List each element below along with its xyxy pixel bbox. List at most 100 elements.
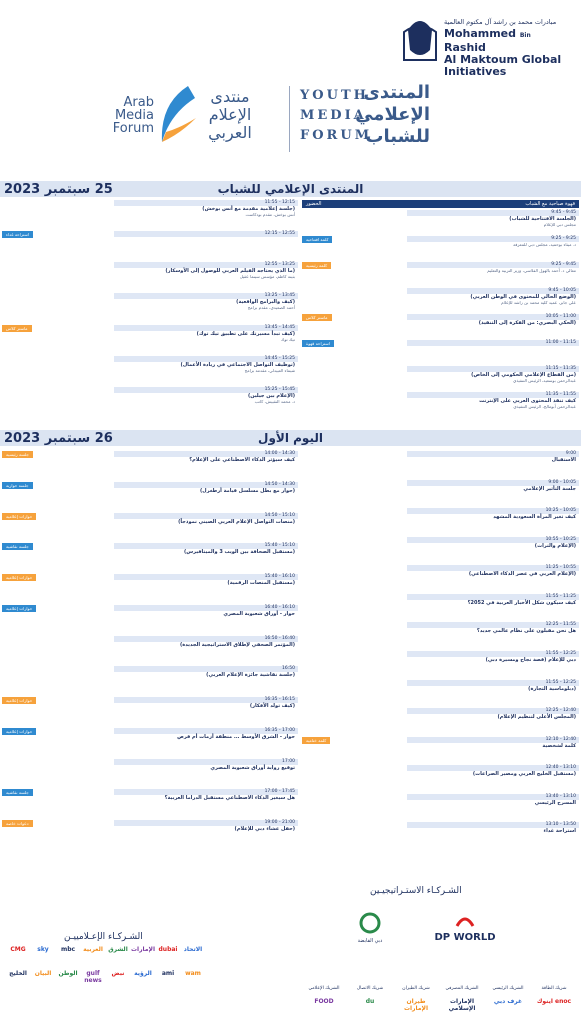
dpworld-icon [455,917,475,927]
media-partner-logo: الخليج [9,970,27,977]
session-time: 11:55 - 12:25 [407,622,579,629]
partner-category-label: شريك الاتصال [356,986,384,991]
session-title: الاستقبال [551,457,576,463]
youth-en-1: YOUTH [300,88,369,103]
amf-en-2: Media [114,108,154,123]
session-time: 12:15 - 11:55 [114,200,298,206]
session-time: 9:45 - 9:45 [407,210,579,216]
media-partner-logo: CMG [10,946,26,953]
session-time: 15:25 - 14:45 [114,355,298,362]
day2-date: 26 سبتمبر 2023 [4,431,113,446]
session-speaker: أحمد الصعيدي، مقدم برامج [247,305,295,311]
session-type-badge: حوارات إعلامية [2,697,37,705]
day2-right-session: 12:25 - 11:55 دبي للإعلام (قصة نجاح ومسير… [302,651,579,679]
session-title: كيف سيؤثر الذكاء الاصطناعي على الإعلام؟ [189,457,295,463]
media-partner-logo: الوطن [58,970,78,977]
other-partners: شريك الطاقة اينوك enoc الشريك الرئيسي غرف د… [300,986,578,1022]
session-title: (حفل عشاء دبي للإعلام) [234,826,295,833]
youth-forum-logo: YOUTH MEDIA FORUM المنتدى الإعلامي للشبا… [300,80,430,160]
amf-en: Arab Media Forum [108,96,154,135]
session-title: كيف تنقذ المحتوى العربي على الإنترنت [479,398,576,404]
day1-right-head-label: قهوة صباحية مع الشباب [525,201,575,207]
session-time: 11:35 - 11:15 [407,366,579,372]
day2-left-session: 15:10 - 14:50 (منصات التواصل الإعلام العر… [2,512,298,543]
session-time: 9:45 - 9:25 [407,262,579,268]
page-header: مبادرات محمد بن راشد آل مكتوم العالمية M… [0,0,581,180]
session-time: 12:25 - 11:55 [407,651,579,657]
session-speaker: د. ميثاء بوحميد، مجلس دبي للمعرفة [513,242,576,247]
day2-right-session: 11:55 - 12:25 هل نحن مقبلون على نظام عالم… [302,622,579,650]
session-time: 17:00 - 16:35 [114,727,298,734]
strategic-title: الشـركـاء الاستـراتيجيـين [370,886,462,896]
day1-right-session: 10:05 - 9:45 (الوضع الحالي للمحتوى في الو… [302,288,579,313]
day2-left-session: 16:10 - 15:40 (مستقبل المنصات الرقمية) حوا… [2,574,298,604]
session-speaker: معالي د. أحمد بالهول الفلاسي، وزير الترب… [487,268,576,273]
media-partner-logo: gulf news [84,970,102,984]
session-title: (مستقبل المنصات الرقمية) [227,580,295,587]
day2-right-session: 13:50 - 13:10 استراحة غداء [302,822,579,850]
partner-logo: الإمارات الإسلامي [448,998,476,1012]
day2-left-session: 16:40 - 16:50 (المؤتمر الصحفي لإطلاق الاس… [2,635,298,666]
session-speaker: شيماء العبيدلي، مقدمة برامج [244,367,295,373]
session-speaker: تيك توك [280,336,295,342]
media-partner-logo: الرؤية [134,970,152,977]
media-partner-logo: الإمارات [131,946,156,953]
session-time: 10:05 - 9:45 [407,288,579,294]
mbr-arabic: مبادرات محمد بن راشد آل مكتوم العالمية [444,18,557,26]
strategic-name-1: DP WORLD [434,932,496,943]
session-title: (الحكي البصري: من الفكرة إلى التنفيذ) [478,320,576,326]
day1-left-session: 15:25 - 14:45 (توظيف التواصل الاجتماعي في… [2,355,298,386]
day2-right-session: 10:55 - 11:25 (الإعلام العربي في عصر الذك… [302,565,579,593]
session-type-badge: ماستر كلاس [302,314,332,321]
partner-logo: طيران الإمارات [403,998,429,1012]
media-partner-logo: wam [185,970,201,977]
media-logos: CMG sky mbc العربية الشرق الإمارات dubai الاتحا… [6,946,206,1018]
session-speaker: عبدالرحمن بوسعيد، الرئيس التنفيذي [513,378,576,383]
session-type-badge: استراحة غداء [2,231,34,239]
session-type-badge: حوارات إعلامية [2,574,37,582]
session-title: حوار - أوراق شعبوية المصري [223,610,295,617]
session-title: استراحة غداء [543,828,576,835]
session-time: 11:15 - 11:00 [407,340,579,346]
youth-ar-2: الإعلامي [355,104,430,125]
day2-left-session: 17:00 توقيع رواية أوراق شعبوية المصري [2,758,298,789]
session-time: 14:30 - 14:50 [114,481,298,488]
session-title: (مستقبل الخليج العربي ومصير الصراعات) [472,771,576,778]
media-partner-logo: mbc [60,946,76,953]
amf-ar-2: الإعلام [208,105,252,124]
day1-title: المنتدى الإعلامي للشباب [217,182,364,196]
session-time: 10:55 - 11:25 [407,565,579,572]
day2-right-session: 13:10 - 12:40 (مستقبل الخليج العربي ومصير… [302,765,579,793]
day1-right-session: 11:00 - 10:05 (الحكي البصري: من الفكرة إل… [302,314,579,339]
session-title: توقيع رواية أوراق شعبوية المصري [210,764,295,771]
day2-left-session: 14:30 - 14:50 (حوار مع بطل مسلسل قيامة أر… [2,481,298,512]
portrait-icon [403,21,437,61]
session-title: (جلسة نقاشية جائزة الإعلام العربي) [206,672,295,679]
logo-divider [289,86,290,152]
partner-category-label: الشريك الإعلامي [308,986,340,991]
session-time: 12:40 - 12:25 [407,708,579,715]
media-title: الشـركـاء الإعـلامييـن [64,932,143,942]
session-title: (مستقبل الصحافة بين الويب 3 والميتافيرس) [183,549,295,556]
day2-left-column: 14:30 - 14:00 كيف سيؤثر الذكاء الاصطناعي … [2,451,298,851]
session-type-badge: حوارات إعلامية [2,512,37,520]
day2-right-session: 10:05 - 10:25 كيف تغير المرأة السعودية ال… [302,508,579,536]
day2-banner: اليوم الأول [0,430,581,446]
day1-left-session: 13:45 - 13:25 (كيف والبرامج الواقعية) أحمد… [2,293,298,323]
day2-left-session: 14:30 - 14:00 كيف سيؤثر الذكاء الاصطناعي … [2,451,298,481]
media-partner-logo: الاتحاد [183,946,203,953]
mbr-en-1: Mohammed [444,27,517,40]
session-speaker: علي جابر، عميد كلية محمد بن راشد للإعلام [501,300,576,305]
day1-right-session: 11:35 - 11:15 (من القطاع الإعلامي الحكومي… [302,366,579,391]
amf-ar: منتدى الإعلام العربي [200,88,260,142]
session-title: كلمة لشخصية [542,742,576,749]
session-type-badge: استراحة قهوة [302,340,334,347]
day1-right-column: 9:45 - 9:45 (الجلسة الافتتاحية للشباب) مجل… [302,210,579,418]
session-time: 11:55 - 11:35 [407,392,579,398]
session-time: 9:00 [407,451,579,457]
day1-left-column: 12:15 - 11:55 (جلسة إعلامية مقدمة مع أنس … [2,200,298,418]
session-time: 21:00 - 19:00 [114,820,298,827]
session-speaker: بثينة كاظم، مؤسس سينما عقيل [239,274,295,280]
session-time: 15:10 - 15:40 [114,543,298,550]
mbr-en-3: Al Maktoum Global Initiatives [444,53,562,78]
